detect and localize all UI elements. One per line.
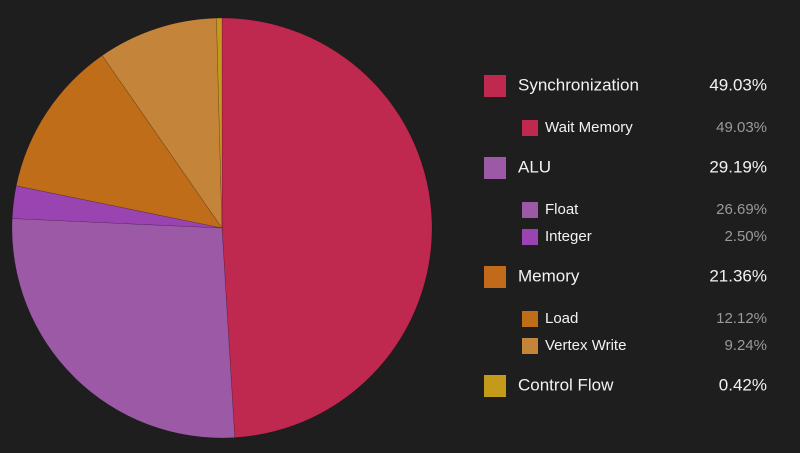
legend-sub-value: 49.03% <box>716 119 767 136</box>
legend-label: ALU <box>518 157 551 176</box>
pie-slice <box>11 185 223 229</box>
pie-slice <box>216 17 223 229</box>
legend-swatch <box>522 229 538 245</box>
legend-sub-label: Load <box>545 310 578 327</box>
legend-swatch <box>522 311 538 327</box>
legend-label: Control Flow <box>518 375 614 394</box>
legend-value: 49.03% <box>709 75 767 94</box>
legend-sub-label: Wait Memory <box>545 119 633 136</box>
pie-slice <box>11 218 236 439</box>
legend-value: 21.36% <box>709 266 767 285</box>
legend-label: Synchronization <box>518 75 639 94</box>
legend-sub-value: 2.50% <box>724 228 767 245</box>
pie-slice <box>15 55 223 229</box>
legend-swatch <box>484 157 506 179</box>
legend-sub-label: Float <box>545 201 579 218</box>
legend-sub-value: 9.24% <box>724 337 767 354</box>
legend-value: 0.42% <box>719 375 767 394</box>
legend-swatch <box>484 266 506 288</box>
legend-swatch <box>484 375 506 397</box>
legend-swatch <box>522 338 538 354</box>
pie-slice <box>101 17 223 229</box>
legend-swatch <box>522 202 538 218</box>
legend-swatch <box>522 120 538 136</box>
legend-sub-label: Integer <box>545 228 592 245</box>
legend-swatch <box>484 75 506 97</box>
legend-value: 29.19% <box>709 157 767 176</box>
legend-sub-label: Vertex Write <box>545 337 626 354</box>
pie-slice <box>221 17 433 438</box>
legend-sub-value: 12.12% <box>716 310 767 327</box>
legend-sub-value: 26.69% <box>716 201 767 218</box>
legend-label: Memory <box>518 266 580 285</box>
